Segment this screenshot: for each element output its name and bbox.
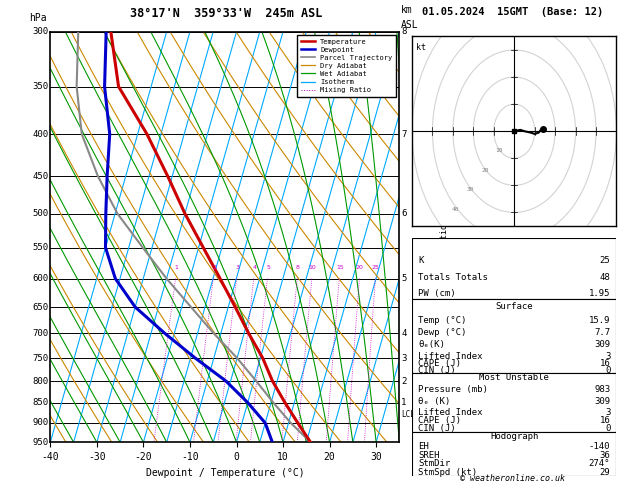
Text: 5: 5 [266,265,270,271]
FancyBboxPatch shape [412,432,616,476]
Text: 40: 40 [452,207,459,212]
Text: Mixing Ratio (g/kg): Mixing Ratio (g/kg) [440,190,449,284]
Text: 2: 2 [212,265,216,271]
Text: 600: 600 [33,274,48,283]
X-axis label: Dewpoint / Temperature (°C): Dewpoint / Temperature (°C) [145,468,304,478]
Text: 10: 10 [309,265,316,271]
Text: ASL: ASL [401,19,419,30]
Text: 3: 3 [235,265,239,271]
Text: 3: 3 [605,352,610,361]
Text: 36: 36 [599,451,610,460]
Text: CAPE (J): CAPE (J) [418,416,461,425]
Text: 450: 450 [33,172,48,180]
Text: 309: 309 [594,397,610,405]
Text: θₑ(K): θₑ(K) [418,340,445,349]
Text: PW (cm): PW (cm) [418,289,456,298]
Text: 750: 750 [33,353,48,363]
Text: 30: 30 [466,187,474,192]
Text: hPa: hPa [30,14,47,23]
Text: 309: 309 [594,340,610,349]
Text: km: km [401,5,413,15]
Text: 7: 7 [401,130,406,139]
Text: kt: kt [416,43,426,52]
Text: 4: 4 [252,265,257,271]
Text: 01.05.2024  15GMT  (Base: 12): 01.05.2024 15GMT (Base: 12) [422,7,603,17]
Text: CIN (J): CIN (J) [418,424,456,433]
Text: 8: 8 [296,265,300,271]
Text: K: K [418,256,423,265]
Text: 950: 950 [33,438,48,447]
Text: 650: 650 [33,303,48,312]
Text: 38°17'N  359°33'W  245m ASL: 38°17'N 359°33'W 245m ASL [130,7,323,20]
Text: Lifted Index: Lifted Index [418,408,482,417]
Text: 25: 25 [599,256,610,265]
Legend: Temperature, Dewpoint, Parcel Trajectory, Dry Adiabat, Wet Adiabat, Isotherm, Mi: Temperature, Dewpoint, Parcel Trajectory… [298,35,396,97]
Text: 274°: 274° [589,459,610,469]
Text: 10: 10 [496,148,503,153]
FancyBboxPatch shape [412,238,616,299]
Text: 20: 20 [356,265,364,271]
Text: 1: 1 [401,398,406,407]
Text: SREH: SREH [418,451,440,460]
Text: 15: 15 [336,265,343,271]
Text: 3: 3 [605,408,610,417]
Text: LCL: LCL [401,411,415,419]
Text: 6: 6 [401,209,406,218]
Text: 700: 700 [33,329,48,338]
Text: 350: 350 [33,82,48,91]
Text: 29: 29 [599,468,610,477]
Text: θₑ (K): θₑ (K) [418,397,450,405]
Text: 900: 900 [33,418,48,428]
Text: Lifted Index: Lifted Index [418,352,482,361]
Text: 1.95: 1.95 [589,289,610,298]
Text: 3: 3 [401,353,406,363]
Text: CAPE (J): CAPE (J) [418,359,461,368]
FancyBboxPatch shape [412,299,616,373]
Text: 16: 16 [599,359,610,368]
Text: © weatheronline.co.uk: © weatheronline.co.uk [460,474,565,483]
Text: EH: EH [418,442,429,451]
Text: 500: 500 [33,209,48,218]
Text: StmSpd (kt): StmSpd (kt) [418,468,477,477]
Text: 550: 550 [33,243,48,252]
Text: 400: 400 [33,130,48,139]
Text: 16: 16 [599,416,610,425]
Text: Surface: Surface [496,301,533,311]
Text: 800: 800 [33,377,48,385]
Text: 4: 4 [401,329,406,338]
Text: Temp (°C): Temp (°C) [418,315,467,325]
Text: Most Unstable: Most Unstable [479,373,549,382]
Text: 0: 0 [605,366,610,375]
FancyBboxPatch shape [412,373,616,432]
Text: 1: 1 [174,265,179,271]
Text: 0: 0 [605,424,610,433]
Text: 5: 5 [401,274,406,283]
Text: 300: 300 [33,27,48,36]
Text: 7.7: 7.7 [594,328,610,337]
Text: Dewp (°C): Dewp (°C) [418,328,467,337]
Text: 850: 850 [33,398,48,407]
Text: 25: 25 [372,265,380,271]
Text: 983: 983 [594,384,610,394]
Text: 2: 2 [401,377,406,385]
Text: 8: 8 [401,27,406,36]
Text: Pressure (mb): Pressure (mb) [418,384,488,394]
Text: 15.9: 15.9 [589,315,610,325]
Text: StmDir: StmDir [418,459,450,469]
Text: Totals Totals: Totals Totals [418,273,488,282]
Text: -140: -140 [589,442,610,451]
Text: CIN (J): CIN (J) [418,366,456,375]
Text: 20: 20 [481,168,489,173]
Text: Hodograph: Hodograph [490,433,538,441]
Text: 48: 48 [599,273,610,282]
